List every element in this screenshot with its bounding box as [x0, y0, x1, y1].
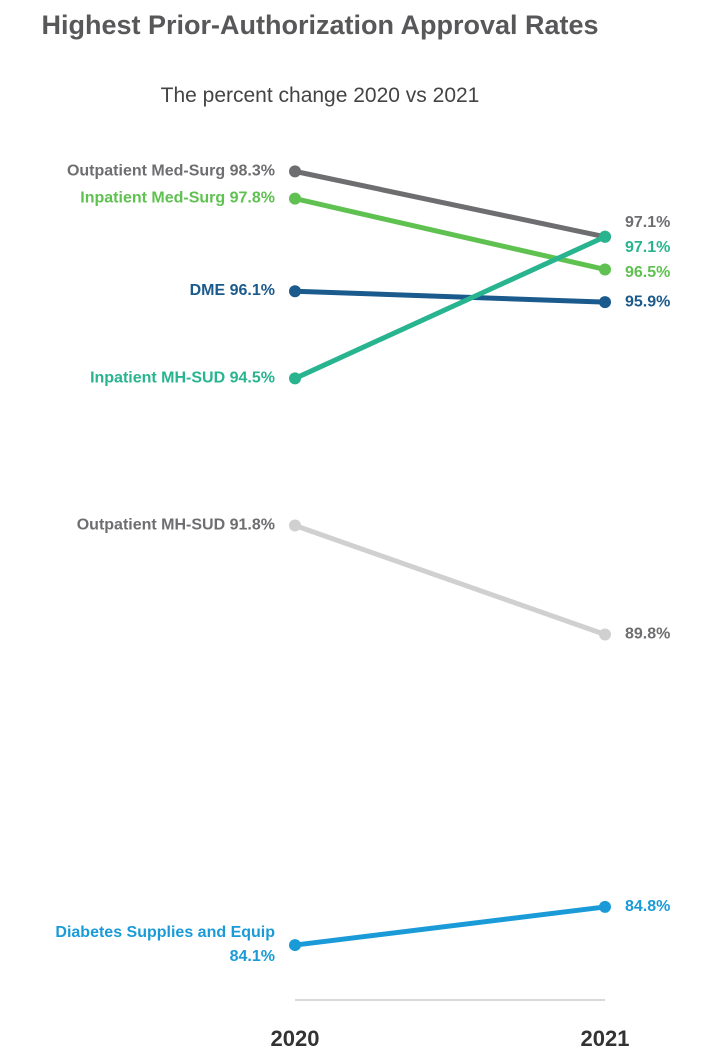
- data-point: [289, 165, 301, 178]
- value-label: 96.5%: [625, 264, 670, 281]
- data-point: [289, 192, 301, 205]
- value-label: 97.8%: [230, 190, 275, 207]
- data-point: [289, 519, 301, 532]
- chart-title: Highest Prior-Authorization Approval Rat…: [41, 10, 599, 40]
- data-point: [599, 900, 611, 913]
- data-point: [599, 230, 611, 243]
- slope-line: [292, 234, 608, 381]
- slope-line: [292, 168, 608, 240]
- value-label: 84.8%: [625, 898, 670, 915]
- x-tick-label: 2021: [581, 1026, 630, 1051]
- left-label: Outpatient MH-SUD 91.8%: [77, 517, 275, 534]
- data-point: [599, 628, 611, 641]
- value-label: 89.8%: [625, 626, 670, 643]
- value-label: 98.3%: [230, 163, 275, 180]
- slope-line: [292, 288, 608, 305]
- series-name: Inpatient MH-SUD: [90, 370, 225, 387]
- left-label: Inpatient Med-Surg 97.8%: [80, 190, 275, 207]
- data-point: [599, 296, 611, 309]
- data-point: [289, 285, 301, 298]
- series-name: DME: [190, 282, 226, 299]
- slope-line: [292, 523, 608, 638]
- value-label: 84.1%: [230, 948, 275, 965]
- value-label: 96.1%: [230, 282, 275, 299]
- series-name: Outpatient MH-SUD: [77, 517, 225, 534]
- series-name: Inpatient Med-Surg: [80, 190, 225, 207]
- series-name: Diabetes Supplies and Equip: [55, 924, 275, 941]
- left-label: Diabetes Supplies and Equip 84.1%: [55, 924, 275, 965]
- data-point: [289, 939, 301, 952]
- data-point: [599, 263, 611, 276]
- x-tick-label: 2020: [271, 1026, 320, 1051]
- value-label: 94.5%: [230, 370, 275, 387]
- chart-subtitle: The percent change 2020 vs 2021: [160, 84, 480, 107]
- slope-line: [292, 904, 608, 948]
- value-label: 91.8%: [230, 517, 275, 534]
- series-name: Outpatient Med-Surg: [67, 163, 225, 180]
- value-label: 95.9%: [625, 293, 670, 310]
- value-label: 97.1%: [625, 214, 670, 231]
- left-label: DME 96.1%: [190, 282, 275, 299]
- left-label: Inpatient MH-SUD 94.5%: [90, 370, 275, 387]
- left-label: Outpatient Med-Surg 98.3%: [67, 163, 275, 180]
- data-point: [289, 372, 301, 385]
- value-label: 97.1%: [625, 239, 670, 256]
